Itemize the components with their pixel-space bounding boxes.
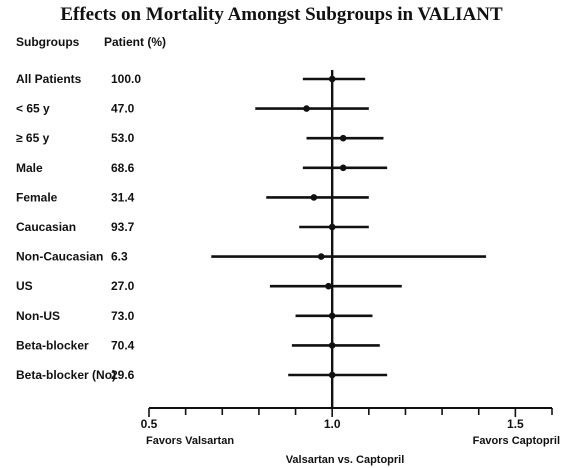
patient-pct-label: 47.0 [111,102,135,116]
subgroup-label: Beta-blocker [16,338,89,352]
subgroup-label: Non-Caucasian [16,250,103,264]
forest-row: < 65 y 47.0 [16,102,369,116]
chart-title: Effects on Mortality Amongst Subgroups i… [60,4,503,25]
forest-row: Female 31.4 [16,190,369,204]
x-tick-label: 1.0 [324,417,341,431]
x-axis-label: Valsartan vs. Captopril [286,454,405,466]
forest-row: ≥ 65 y 53.0 [16,131,384,145]
subgroup-label: ≥ 65 y [16,131,50,145]
point-estimate [310,194,318,201]
point-estimate [303,105,310,112]
forest-row: Non-Caucasian 6.3 [16,250,487,264]
axis-layer: 0.5 1.0 1.5 [141,70,553,431]
rows-layer: All Patients 100.0 < 65 y 47.0 ≥ 65 y 53.0 Mal… [16,72,487,382]
patient-pct-label: 53.0 [111,131,135,145]
x-tick-label: 1.5 [507,417,524,431]
subgroup-label: < 65 y [16,102,50,116]
patient-pct-label: 68.6 [111,161,135,175]
forest-row: Non-US 73.0 [16,309,373,323]
subgroups-header: Subgroups [16,35,80,49]
forest-row: Caucasian 93.7 [16,220,369,234]
x-tick-label: 0.5 [141,417,158,431]
forest-row: Beta-blocker 70.4 [16,338,380,352]
point-estimate [339,134,347,142]
forest-row: Male 68.6 [16,161,388,175]
forest-row: US 27.0 [16,279,402,293]
subgroup-label: US [16,279,33,293]
patient-pct-label: 29.6 [111,368,135,382]
patient-pct-label: 93.7 [111,220,135,234]
point-estimate [317,253,325,260]
patient-pct-label: 6.3 [111,250,128,264]
subgroup-label: Non-US [16,309,60,323]
patient-pct-label: 70.4 [111,338,135,352]
point-estimate [325,282,332,290]
subgroup-label: Male [16,161,43,175]
patient-pct-label: 27.0 [111,279,135,293]
point-estimate [339,164,347,172]
right-note: Favors Captopril [473,435,560,447]
subgroup-label: Female [16,190,58,204]
patient-pct-label: 100.0 [111,72,141,86]
forest-row: Beta-blocker (No)29.6 [16,368,388,382]
forest-row: All Patients 100.0 [16,72,366,86]
left-note: Favors Valsartan [146,435,234,447]
subgroup-label: All Patients [16,72,82,86]
patient-pct-label: 31.4 [111,190,135,204]
subgroup-label: Beta-blocker (No) [16,368,116,382]
patient-header: Patient (%) [104,35,167,49]
subgroup-label: Caucasian [16,220,76,234]
patient-pct-label: 73.0 [111,309,135,323]
